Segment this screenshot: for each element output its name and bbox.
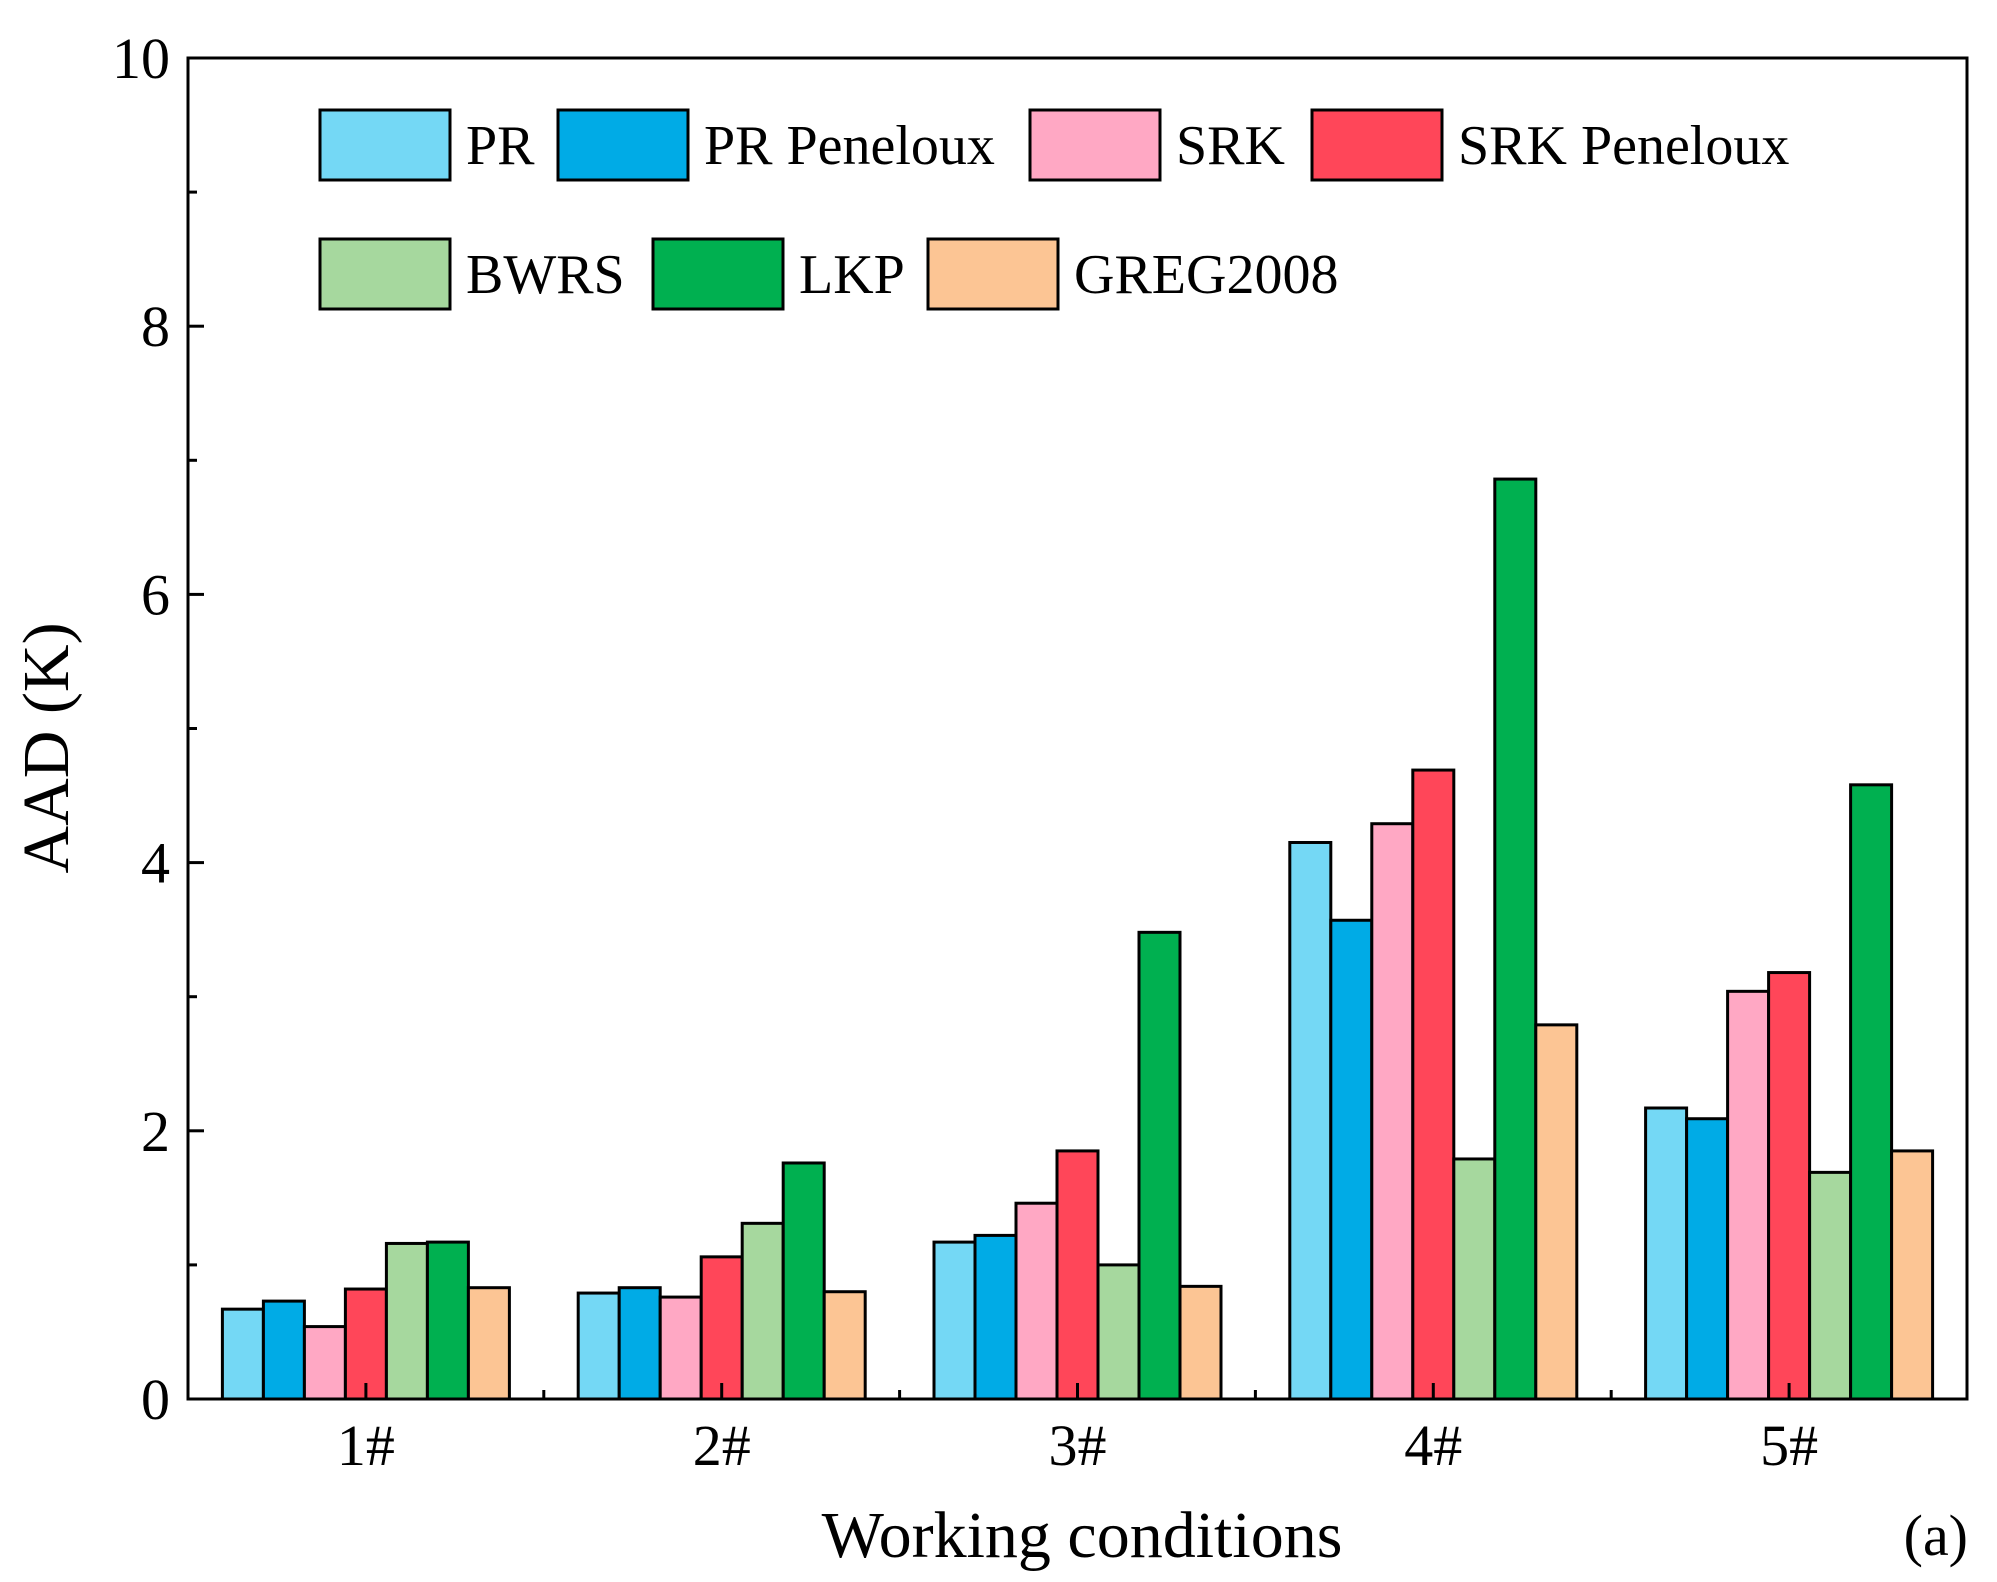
legend-label: LKP: [799, 244, 905, 306]
panel-label: (a): [1904, 1503, 1968, 1568]
bar-srk-peneloux-3: [1055, 1149, 1100, 1401]
legend-label: SRK: [1176, 115, 1285, 177]
bar-lkp-3: [1137, 930, 1182, 1401]
bar-pr-4: [1288, 840, 1333, 1401]
bar-lkp-4: [1493, 477, 1538, 1401]
legend-swatch-greg2008: [926, 237, 1060, 311]
bar-pr-5: [1644, 1106, 1689, 1401]
bar-pr-peneloux-4: [1329, 918, 1374, 1401]
bar-lkp-2: [781, 1161, 826, 1401]
bar-greg2008-3: [1178, 1284, 1223, 1401]
x-tick-label: 2#: [693, 1413, 751, 1478]
x-tick-label: 1#: [337, 1413, 395, 1478]
bar-srk-3: [1014, 1201, 1059, 1401]
legend-label: PR: [466, 115, 535, 177]
y-tick-label: 8: [141, 294, 170, 359]
bar-pr-1: [220, 1307, 265, 1401]
legend-swatch-lkp: [651, 237, 785, 311]
y-tick-label: 2: [141, 1099, 170, 1164]
bar-bwrs-5: [1808, 1170, 1853, 1401]
bar-bwrs-3: [1096, 1263, 1141, 1401]
y-axis-title: AAD (K): [10, 622, 83, 873]
bar-srk-peneloux-5: [1767, 971, 1812, 1401]
y-tick-label: 4: [141, 831, 170, 896]
legend-label: BWRS: [466, 244, 625, 306]
bar-lkp-1: [425, 1240, 470, 1401]
bar-lkp-5: [1849, 783, 1894, 1401]
bar-srk-2: [658, 1295, 703, 1401]
bar-srk-peneloux-4: [1411, 768, 1456, 1401]
bar-greg2008-4: [1534, 1023, 1579, 1401]
bar-greg2008-2: [822, 1290, 867, 1401]
x-tick-label: 3#: [1049, 1413, 1107, 1478]
legend-swatch-srk-peneloux: [1310, 108, 1444, 182]
legend-label: SRK Peneloux: [1458, 115, 1789, 177]
bar-pr-peneloux-1: [261, 1299, 306, 1401]
bar-pr-2: [576, 1291, 621, 1401]
y-tick-label: 6: [141, 562, 170, 627]
bar-pr-peneloux-5: [1685, 1117, 1730, 1401]
bar-pr-3: [932, 1240, 977, 1401]
axes-group: 0 2 4 6 8 10 1# 2# 3# 4# 5#: [112, 26, 1969, 1478]
bar-pr-peneloux-2: [617, 1286, 662, 1401]
x-tick-label: 4#: [1404, 1413, 1462, 1478]
legend-label: GREG2008: [1074, 244, 1338, 306]
bar-pr-peneloux-3: [973, 1233, 1018, 1401]
bars-group: [220, 477, 1935, 1401]
legend-swatch-pr-peneloux: [556, 108, 690, 182]
bar-bwrs-2: [740, 1221, 785, 1401]
bar-srk-peneloux-2: [699, 1255, 744, 1401]
bar-bwrs-4: [1452, 1157, 1497, 1401]
legend-label: PR Peneloux: [704, 115, 995, 177]
bar-srk-peneloux-1: [343, 1287, 388, 1401]
bar-srk-4: [1370, 822, 1415, 1401]
y-tick-label: 0: [141, 1367, 170, 1432]
legend-swatch-srk: [1028, 108, 1162, 182]
legend-swatch-pr: [318, 108, 452, 182]
x-tick-label: 5#: [1760, 1413, 1818, 1478]
legend-swatch-bwrs: [318, 237, 452, 311]
bar-srk-5: [1726, 989, 1771, 1401]
y-tick-label: 10: [112, 26, 170, 91]
bar-greg2008-1: [466, 1286, 511, 1401]
bar-bwrs-1: [384, 1241, 429, 1401]
bar-srk-1: [302, 1325, 347, 1401]
legend: PR PR Peneloux SRK SRK Peneloux BWRS LKP GREG2…: [318, 108, 1789, 311]
bar-greg2008-5: [1890, 1149, 1935, 1401]
x-axis-title: Working conditions: [822, 1499, 1343, 1572]
